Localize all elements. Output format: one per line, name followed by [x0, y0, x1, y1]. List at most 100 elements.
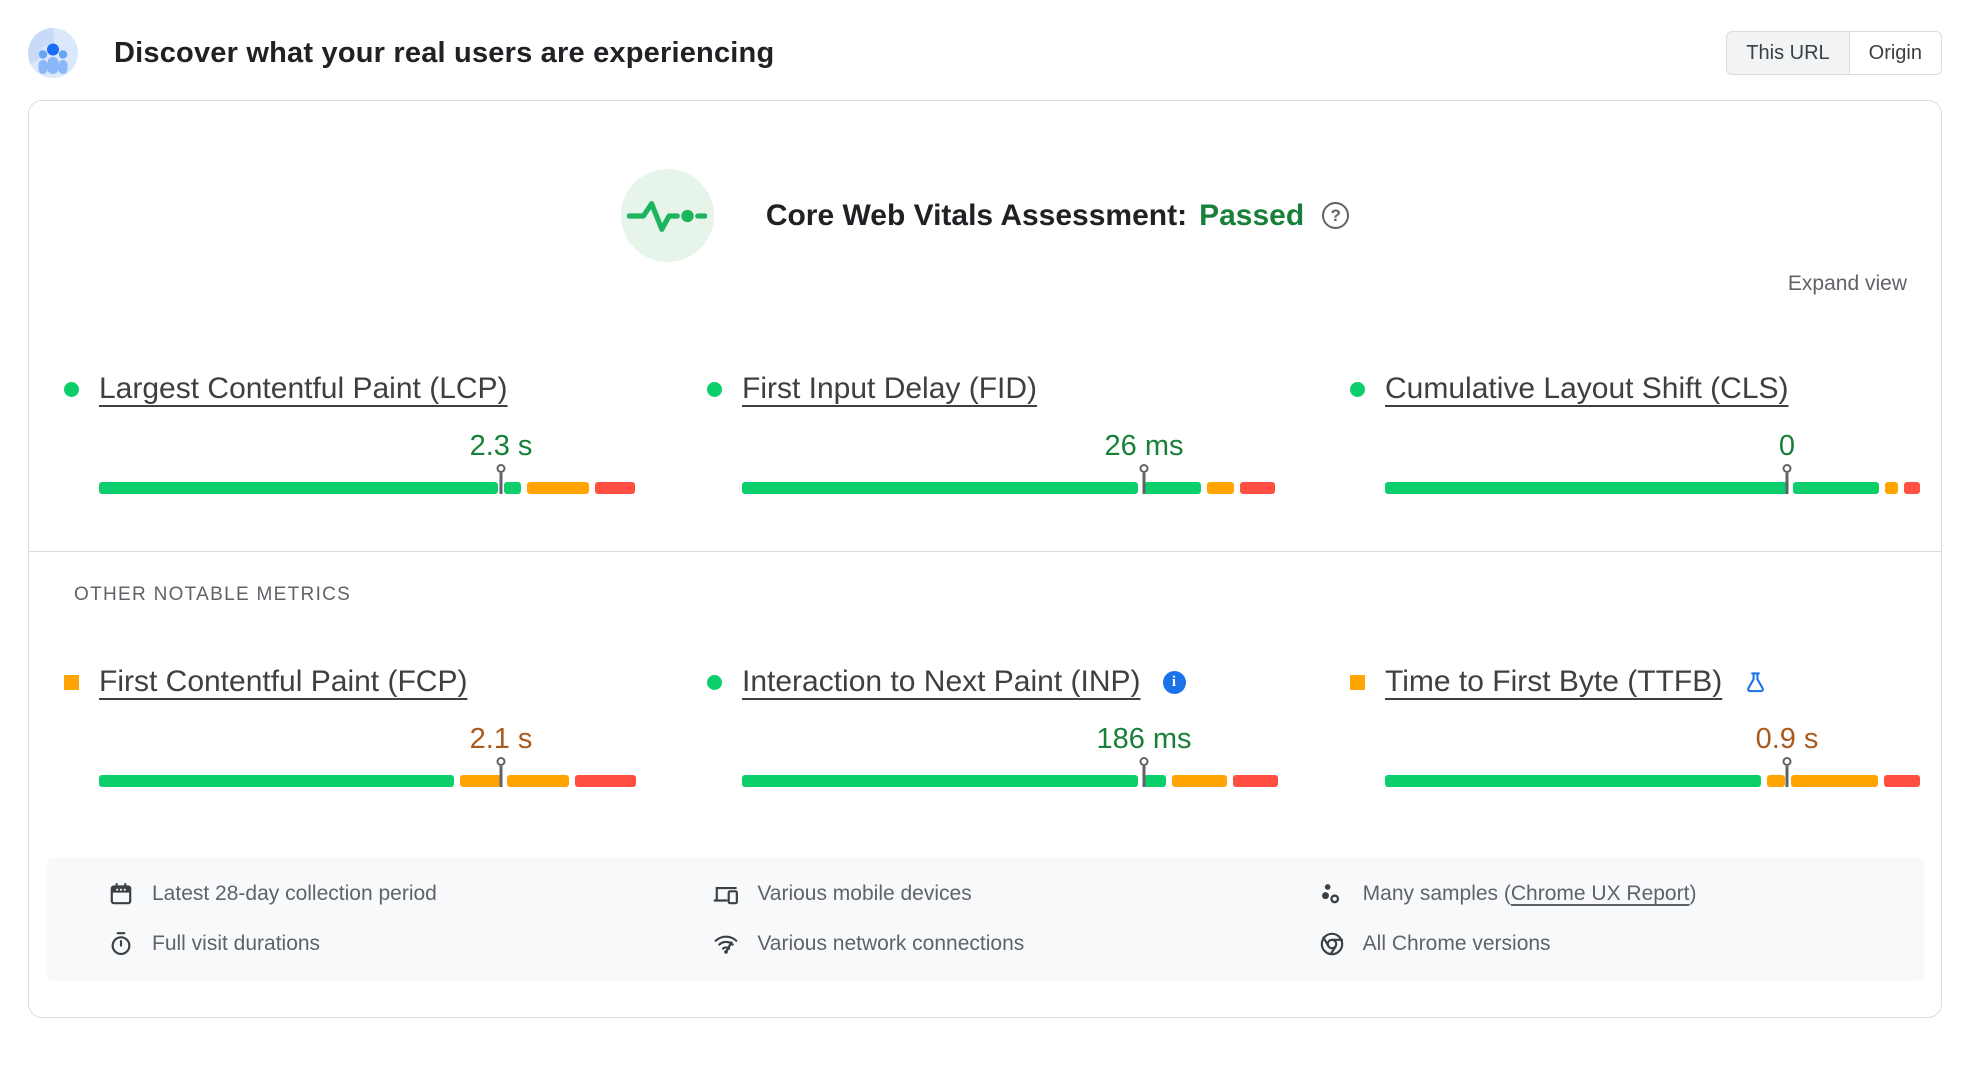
- calendar-icon: [108, 881, 134, 907]
- pulse-icon: [620, 169, 714, 262]
- expand-view-link[interactable]: Expand view: [1787, 272, 1907, 295]
- footnote-text: Various network connections: [757, 932, 1025, 955]
- bar-segment-orange: [459, 775, 501, 787]
- metric-header: Cumulative Layout Shift (CLS): [1350, 369, 1921, 409]
- cwv-card: Core Web Vitals Assessment: Passed ? Exp…: [28, 100, 1942, 1018]
- stopwatch-icon: [108, 931, 134, 957]
- footnote-text: Latest 28-day collection period: [152, 882, 437, 905]
- rating-bullet: [64, 674, 79, 690]
- origin-button[interactable]: Origin: [1848, 31, 1942, 75]
- metric-header: Interaction to Next Paint (INP) i: [707, 662, 1278, 702]
- bar-segment-green: [1385, 482, 1787, 494]
- page: Discover what your real users are experi…: [28, 28, 1942, 1018]
- devices-icon: [713, 881, 739, 907]
- p75-marker-icon: [496, 464, 506, 494]
- metric-link-fcp[interactable]: First Contentful Paint (FCP): [99, 665, 468, 698]
- footnote-item: Various mobile devices: [713, 881, 1318, 907]
- bar-segment-orange: [1172, 775, 1227, 787]
- footnote-text: Various mobile devices: [757, 882, 972, 905]
- chrome-icon: [1319, 931, 1345, 957]
- distribution-bar: [99, 482, 636, 494]
- distribution-bar: [742, 775, 1278, 787]
- metric-gauge: 0: [1385, 430, 1921, 494]
- bar-segment-red: [1904, 482, 1921, 494]
- metric-value: 2.3 s: [469, 430, 533, 462]
- scope-toggle: This URL Origin: [1726, 31, 1942, 75]
- this-url-button[interactable]: This URL: [1726, 31, 1849, 75]
- metric-gauge: 26 ms: [742, 430, 1278, 494]
- rating-bullet: [1350, 674, 1365, 690]
- bar-segment-green: [1385, 775, 1762, 787]
- footnote-text: Many samples (Chrome UX Report): [1362, 882, 1697, 905]
- metric-header: Time to First Byte (TTFB): [1350, 662, 1921, 702]
- distribution-bar: [1385, 775, 1921, 787]
- metric-link-inp[interactable]: Interaction to Next Paint (INP): [742, 665, 1141, 698]
- metric-ttfb: Time to First Byte (TTFB) 0.9 s: [1350, 662, 1921, 787]
- metric-link-ttfb[interactable]: Time to First Byte (TTFB): [1385, 665, 1723, 698]
- metric-value: 2.1 s: [469, 723, 533, 755]
- p75-marker-icon: [496, 757, 506, 787]
- rating-bullet: [707, 381, 722, 397]
- bar-segment-green: [504, 482, 522, 494]
- assessment-title: Core Web Vitals Assessment: Passed ?: [765, 198, 1350, 233]
- bar-segment-red: [574, 775, 636, 787]
- bar-segment-red: [1240, 482, 1275, 494]
- bar-segment-orange: [1884, 482, 1899, 494]
- assessment-status: Passed: [1199, 198, 1305, 232]
- bar-segment-green: [742, 775, 1138, 787]
- bar-segment-orange: [506, 775, 569, 787]
- footnote-item: Full visit durations: [108, 931, 713, 957]
- bar-segment-green: [99, 775, 454, 787]
- rating-bullet: [1350, 381, 1365, 397]
- metric-link-fid[interactable]: First Input Delay (FID): [742, 372, 1038, 405]
- rating-bullet: [707, 674, 722, 690]
- flask-icon[interactable]: [1744, 671, 1767, 694]
- metric-gauge: 0.9 s: [1385, 723, 1921, 787]
- metric-header: First Input Delay (FID): [707, 369, 1278, 409]
- bar-segment-red: [1884, 775, 1920, 787]
- bar-segment-green: [1793, 482, 1879, 494]
- distribution-bar: [99, 775, 636, 787]
- footnote-item: Many samples (Chrome UX Report): [1319, 881, 1924, 907]
- metric-gauge: 186 ms: [742, 723, 1278, 787]
- metric-value: 186 ms: [1096, 723, 1192, 755]
- assessment-label: Core Web Vitals Assessment:: [765, 198, 1188, 232]
- rating-bullet: [64, 381, 79, 397]
- chrome-ux-report-link[interactable]: Chrome UX Report: [1510, 882, 1690, 905]
- distribution-bar: [742, 482, 1278, 494]
- metric-header: First Contentful Paint (FCP): [64, 662, 635, 702]
- p75-marker-icon: [1782, 757, 1792, 787]
- metric-cls: Cumulative Layout Shift (CLS) 0: [1350, 369, 1921, 494]
- footnote-item: Various network connections: [713, 931, 1318, 957]
- metric-link-cls[interactable]: Cumulative Layout Shift (CLS): [1385, 372, 1789, 405]
- page-title: Discover what your real users are experi…: [114, 36, 775, 69]
- bar-segment-green: [742, 482, 1139, 494]
- p75-marker-icon: [1139, 464, 1149, 494]
- metric-value: 0.9 s: [1755, 723, 1819, 755]
- other-metrics-row: First Contentful Paint (FCP) 2.1 s Inter…: [29, 662, 1941, 787]
- data-collection-footnotes: Latest 28-day collection period Full vis…: [46, 857, 1924, 981]
- footnote-text: All Chrome versions: [1362, 932, 1551, 955]
- metric-value: 0: [1778, 430, 1796, 462]
- bar-segment-orange: [1791, 775, 1879, 787]
- bar-segment-orange: [1206, 482, 1235, 494]
- footnote-item: All Chrome versions: [1319, 931, 1924, 957]
- metric-inp: Interaction to Next Paint (INP) i 186 ms: [707, 662, 1278, 787]
- info-icon[interactable]: i: [1162, 670, 1186, 694]
- distribution-bar: [1385, 482, 1921, 494]
- bar-segment-green: [99, 482, 499, 494]
- other-metrics-label: OTHER NOTABLE METRICS: [74, 584, 352, 605]
- p75-marker-icon: [1139, 757, 1149, 787]
- metric-link-lcp[interactable]: Largest Contentful Paint (LCP): [99, 372, 508, 405]
- footnote-item: Latest 28-day collection period: [108, 881, 713, 907]
- network-icon: [713, 931, 739, 957]
- bar-segment-orange: [527, 482, 590, 494]
- bar-segment-red: [595, 482, 636, 494]
- metric-gauge: 2.3 s: [99, 430, 636, 494]
- help-icon[interactable]: ?: [1322, 202, 1350, 229]
- samples-icon: [1319, 881, 1345, 907]
- bar-segment-green: [1143, 775, 1167, 787]
- metric-fid: First Input Delay (FID) 26 ms: [707, 369, 1278, 494]
- metric-value: 26 ms: [1104, 430, 1184, 462]
- core-metrics-row: Largest Contentful Paint (LCP) 2.3 s Fir…: [29, 369, 1941, 494]
